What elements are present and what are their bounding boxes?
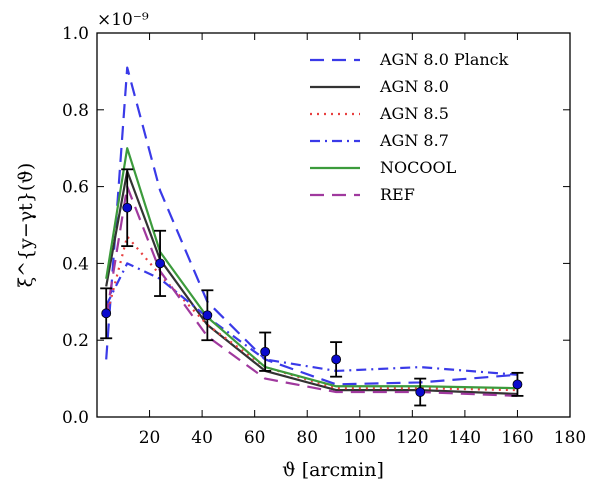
legend-label-4: NOCOOL (380, 158, 457, 177)
data-point (155, 258, 165, 269)
x-tick-label: 160 (501, 428, 533, 448)
legend: AGN 8.0 Planck AGN 8.0 AGN 8.5 AGN 8.7 NOCOO… (310, 50, 509, 204)
x-tick-label: 20 (139, 428, 161, 448)
data-point (331, 354, 342, 365)
data-point (122, 202, 133, 213)
y-tick-label: 1.0 (62, 24, 89, 44)
data-points-layer (100, 168, 524, 407)
x-axis-label: ϑ [arcmin] (282, 459, 384, 481)
legend-label-3: AGN 8.7 (379, 131, 449, 150)
x-tick-label: 180 (554, 428, 586, 448)
y-tick-label: 0.8 (62, 101, 89, 121)
x-tick-label: 100 (344, 428, 376, 448)
series-line-2 (105, 235, 518, 392)
x-tick-label: 80 (296, 428, 318, 448)
y-axis-label: ξ^{y−γt}(ϑ) (15, 163, 37, 288)
y-tick-label: 0.4 (62, 254, 89, 274)
series-line-1 (105, 170, 518, 396)
legend-label-0: AGN 8.0 Planck (379, 50, 509, 69)
legend-label-2: AGN 8.5 (379, 104, 449, 123)
data-point (415, 387, 426, 397)
y-scale-label: ×10⁻⁹ (97, 10, 149, 30)
x-tick-label: 60 (244, 428, 266, 448)
ticks-layer: 20 40 60 80 100 120 140 160 180 0.0 0.2 0.4 0.6 0.8 1.… (62, 24, 586, 448)
data-point (101, 308, 112, 319)
series-line-0 (105, 66, 518, 386)
y-tick-label: 0.6 (62, 178, 89, 198)
legend-label-5: REF (380, 185, 415, 204)
x-tick-label: 120 (396, 428, 428, 448)
x-tick-label: 40 (191, 428, 213, 448)
series-layer (105, 66, 518, 397)
data-point (202, 310, 213, 321)
plot-frame (96, 32, 571, 418)
data-point (512, 379, 523, 390)
series-line-5 (105, 185, 518, 397)
series-line-3 (105, 262, 518, 376)
series-line-4 (105, 147, 518, 390)
legend-label-1: AGN 8.0 (379, 77, 449, 96)
x-tick-label: 140 (449, 428, 481, 448)
y-tick-label: 0.0 (62, 408, 89, 428)
data-point (260, 346, 271, 357)
y-tick-label: 0.2 (62, 331, 89, 351)
